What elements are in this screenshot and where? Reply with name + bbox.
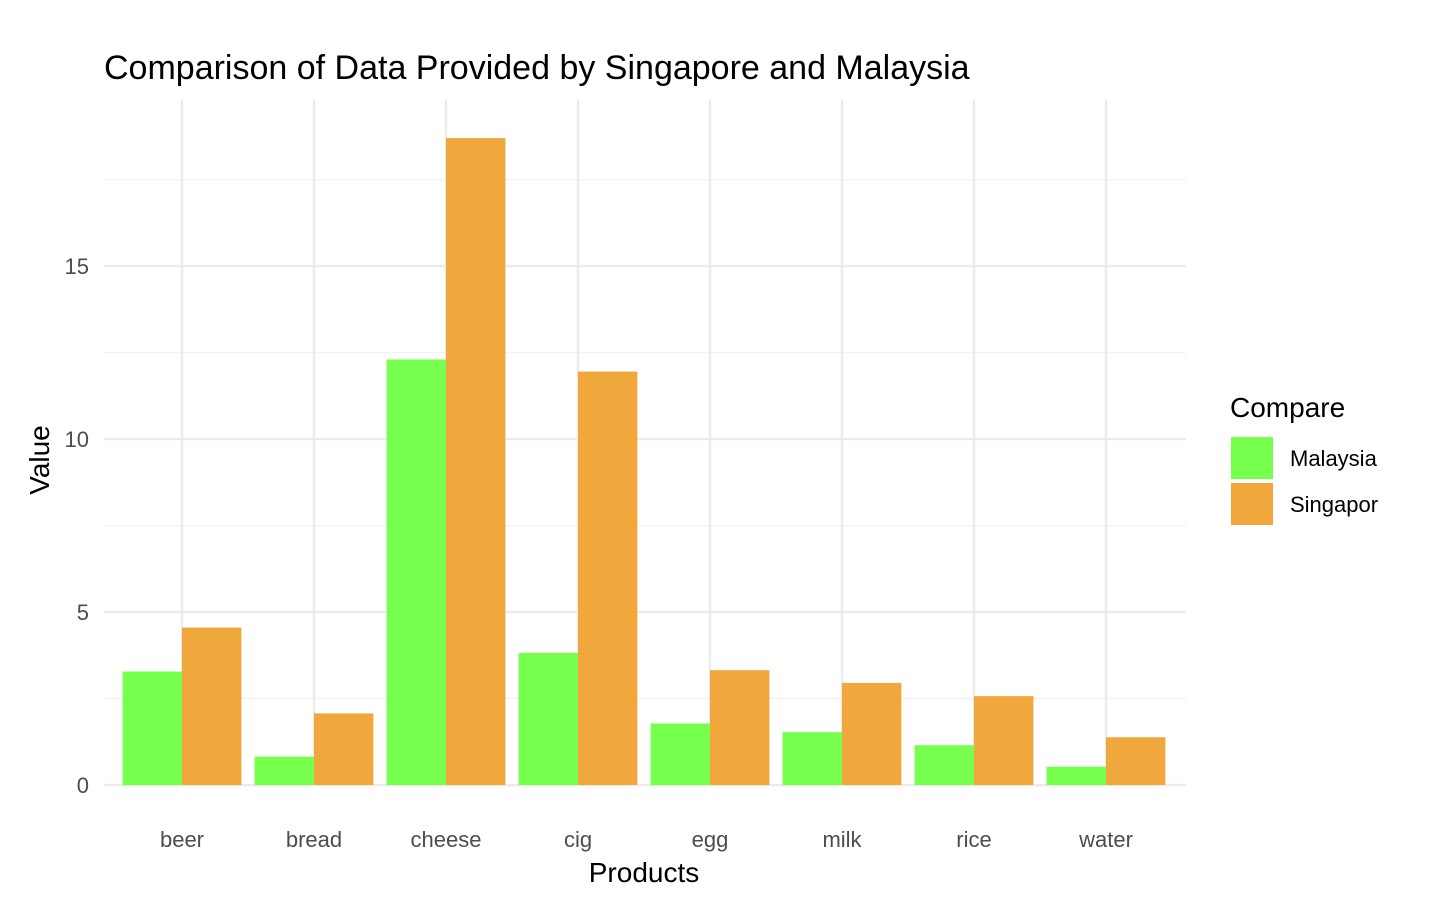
legend: Compare Malaysia Singapor [1230,392,1378,525]
bar-singapor-water [1106,737,1166,785]
x-tick-label: cig [564,827,592,852]
bars [122,138,1166,786]
bar-singapor-beer [182,627,242,785]
bar-singapor-rice [974,696,1034,785]
x-axis-ticks: beer bread cheese cig egg milk rice water [160,827,1133,852]
x-tick-label: milk [822,827,862,852]
bar-malaysia-milk [782,732,842,785]
y-tick-label: 5 [77,600,89,625]
x-axis-title: Products [589,857,700,888]
bar-malaysia-egg [650,723,710,785]
y-tick-label: 0 [77,773,89,798]
bar-singapor-cheese [446,138,506,786]
legend-label-singapor: Singapor [1290,492,1378,517]
legend-key-singapor [1231,483,1273,525]
bar-malaysia-beer [122,671,182,785]
x-tick-label: water [1078,827,1133,852]
grid-lines [104,100,1186,787]
y-axis-title: Value [24,425,55,495]
bar-singapor-cig [578,371,638,785]
bar-singapor-egg [710,670,770,785]
x-tick-label: egg [692,827,729,852]
legend-label-malaysia: Malaysia [1290,446,1378,471]
legend-key-malaysia [1231,437,1273,479]
bar-singapor-bread [314,713,374,785]
y-axis-ticks: 0 5 10 15 [65,254,89,798]
x-tick-label: cheese [411,827,482,852]
bar-malaysia-bread [254,756,314,785]
y-tick-label: 15 [65,254,89,279]
y-tick-label: 10 [65,427,89,452]
bar-singapor-milk [842,682,902,785]
bar-malaysia-cig [518,652,578,785]
x-tick-label: beer [160,827,204,852]
bar-malaysia-water [1046,766,1106,785]
bar-malaysia-cheese [386,359,446,785]
bar-malaysia-rice [914,745,974,785]
x-tick-label: bread [286,827,342,852]
chart-title: Comparison of Data Provided by Singapore… [104,49,970,87]
x-tick-label: rice [956,827,991,852]
legend-title: Compare [1230,392,1345,423]
